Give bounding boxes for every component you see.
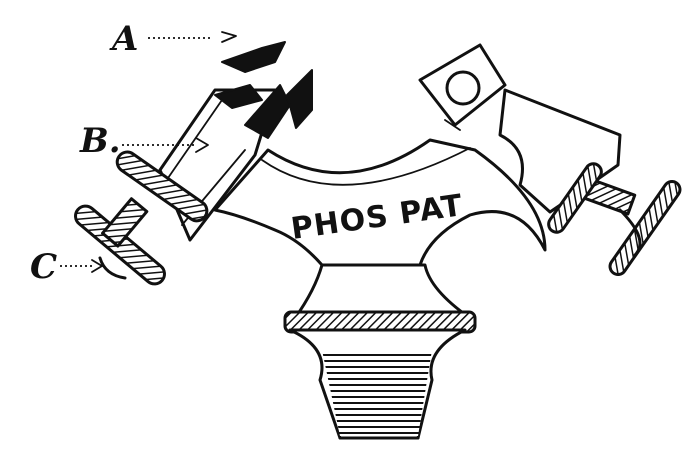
stand-base <box>288 328 467 440</box>
right-thumbscrew <box>547 162 682 277</box>
label-a: A <box>109 19 138 59</box>
loose-pieces <box>221 41 313 129</box>
stand-neck <box>293 263 472 320</box>
right-clamp-block <box>418 43 622 214</box>
curved-arm <box>213 138 547 267</box>
arrowhead-a-icon <box>221 31 237 43</box>
left-thumbscrew <box>74 150 209 286</box>
label-b: B. <box>79 121 121 161</box>
arrowhead-c-icon <box>91 259 103 273</box>
label-c: C <box>30 247 57 287</box>
arrowhead-b-icon <box>195 137 209 153</box>
